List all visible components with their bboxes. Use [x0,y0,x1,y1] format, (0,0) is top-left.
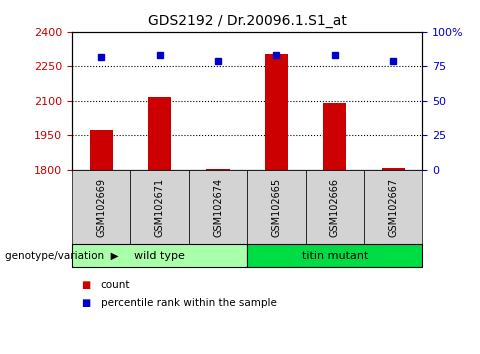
Title: GDS2192 / Dr.20096.1.S1_at: GDS2192 / Dr.20096.1.S1_at [148,14,347,28]
Text: GSM102669: GSM102669 [96,178,106,236]
Bar [323,103,347,170]
Bar [206,169,229,170]
Text: titin mutant: titin mutant [301,251,368,261]
Text: GSM102665: GSM102665 [271,177,281,237]
Text: GSM102671: GSM102671 [155,177,165,237]
Text: count: count [101,280,130,290]
Text: GSM102666: GSM102666 [330,178,340,236]
Text: genotype/variation  ▶: genotype/variation ▶ [5,251,119,261]
Bar [89,130,113,170]
Bar [264,54,288,170]
Text: percentile rank within the sample: percentile rank within the sample [101,298,276,308]
Bar [148,97,171,170]
Text: wild type: wild type [134,251,185,261]
Text: ■: ■ [82,298,91,308]
Text: GSM102667: GSM102667 [388,177,398,237]
Bar [382,168,405,170]
Text: ■: ■ [82,280,91,290]
Text: GSM102674: GSM102674 [213,177,223,237]
